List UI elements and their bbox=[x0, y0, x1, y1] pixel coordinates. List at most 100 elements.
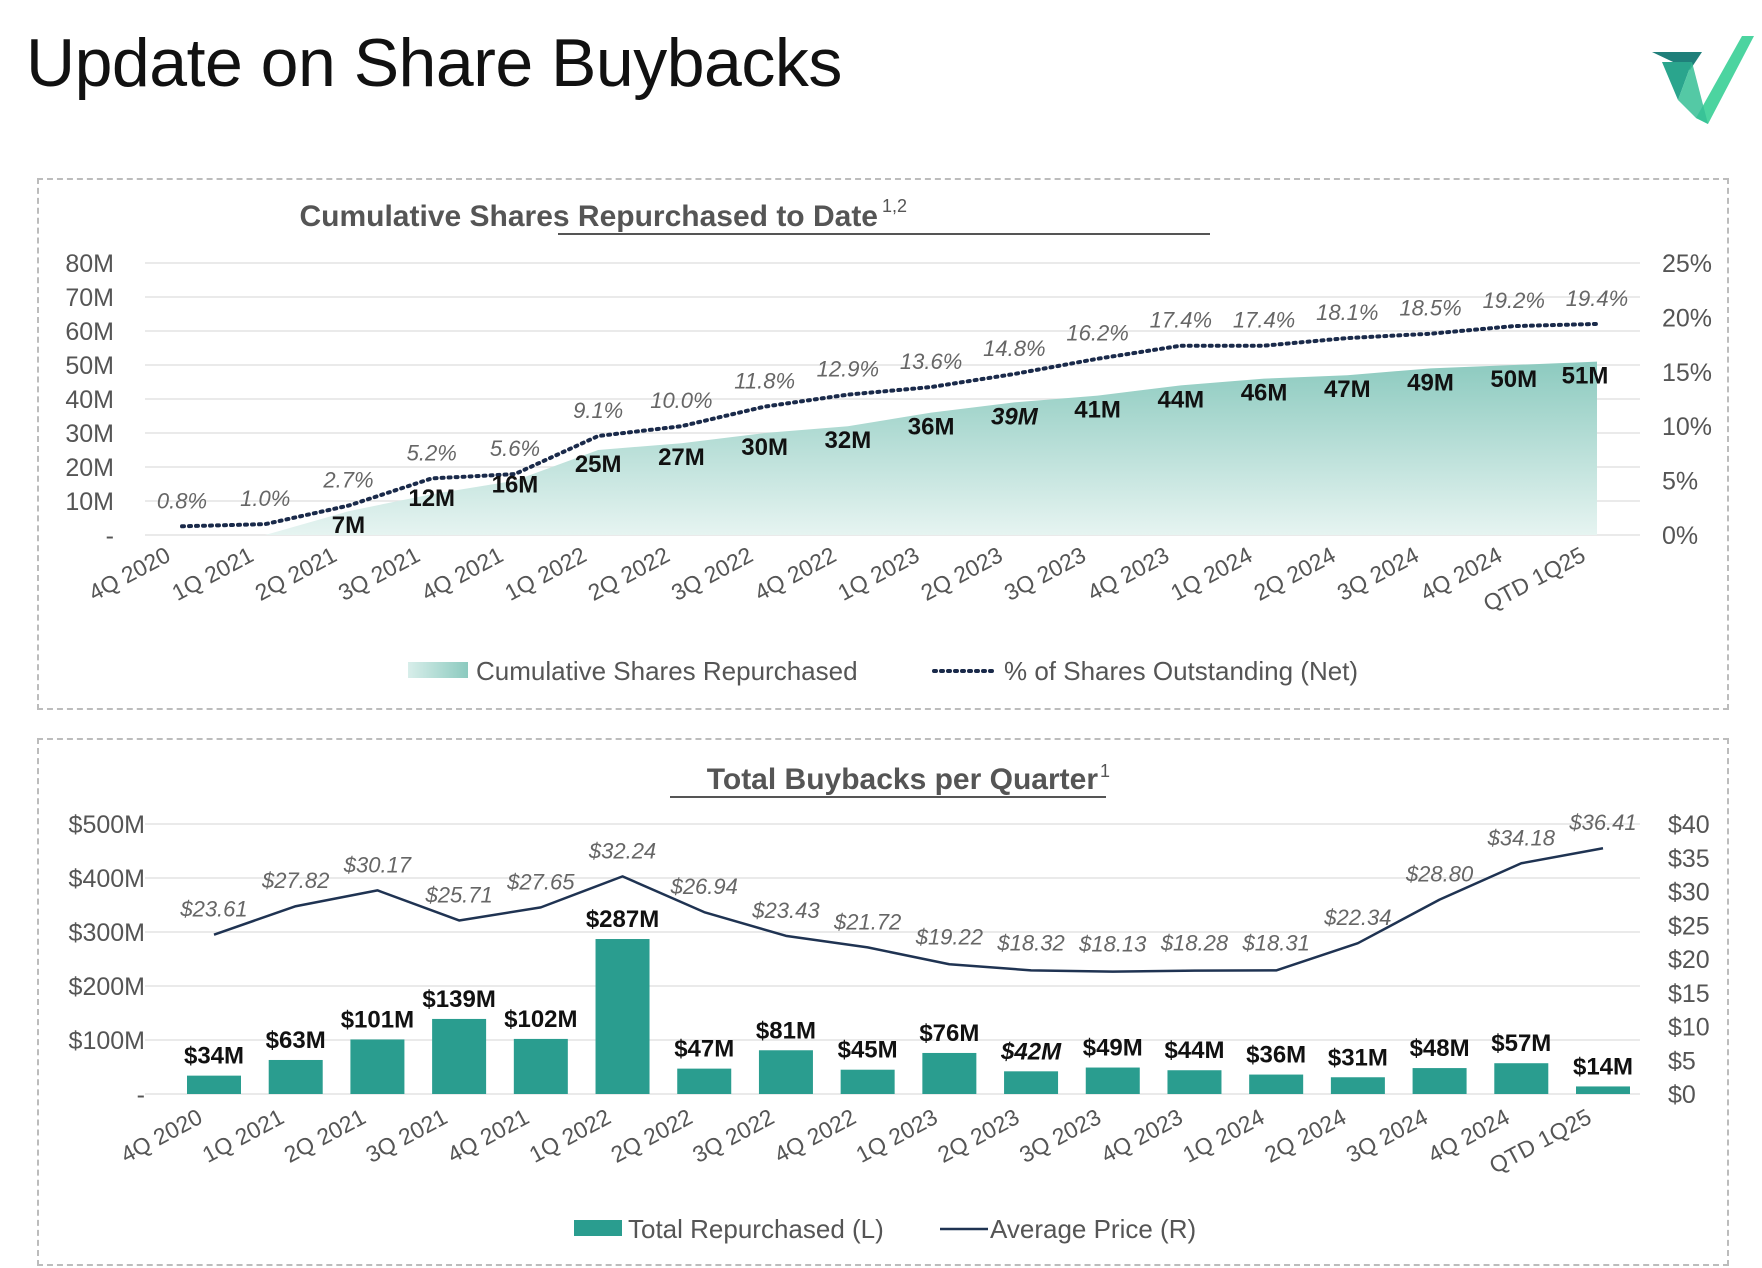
cumulative-shares-label: 27M bbox=[658, 444, 705, 471]
bottom-x-tick-4q-2021: 4Q 2021 bbox=[443, 1103, 533, 1167]
average-price-label: $21.72 bbox=[833, 909, 901, 934]
top-x-tick-3q-2021: 3Q 2021 bbox=[334, 541, 424, 605]
cumulative-shares-label: 12M bbox=[408, 485, 455, 512]
pct-shares-label: 9.1% bbox=[573, 398, 623, 423]
average-price-label: $26.94 bbox=[670, 874, 738, 899]
buyback-bar-3q-2021 bbox=[432, 1018, 487, 1094]
buyback-bar-3q-2022 bbox=[758, 1050, 813, 1094]
pct-shares-label: 0.8% bbox=[157, 488, 207, 513]
buyback-bar-label: $63M bbox=[266, 1027, 326, 1054]
buyback-bar-label: $36M bbox=[1246, 1042, 1306, 1069]
top-right-tick-label: 10% bbox=[1662, 413, 1712, 441]
pct-shares-label: 17.4% bbox=[1150, 308, 1212, 333]
pct-shares-outstanding-line bbox=[180, 321, 1599, 529]
top-x-tick-1q-2024: 1Q 2024 bbox=[1166, 541, 1256, 605]
pct-shares-label: 16.2% bbox=[1066, 321, 1128, 346]
bottom-left-tick-label: - bbox=[137, 1081, 145, 1109]
top-x-tick-4q-2023: 4Q 2023 bbox=[1083, 541, 1173, 605]
buyback-bar-1q-2023 bbox=[922, 1052, 977, 1094]
cumulative-shares-label: 44M bbox=[1157, 386, 1204, 413]
buyback-bar-label: $14M bbox=[1573, 1053, 1633, 1080]
buyback-bar-label: $34M bbox=[184, 1043, 244, 1070]
bottom-x-tick-3q-2021: 3Q 2021 bbox=[361, 1103, 451, 1167]
pct-shares-label: 5.6% bbox=[490, 436, 540, 461]
cumulative-shares-label: 50M bbox=[1490, 366, 1537, 393]
buyback-bar-2q-2023 bbox=[1004, 1071, 1059, 1094]
top-left-tick-label: - bbox=[106, 522, 114, 550]
cumulative-shares-area bbox=[182, 361, 1597, 535]
cumulative-shares-label: 47M bbox=[1324, 376, 1371, 403]
buyback-bar-qtd-1q25 bbox=[1576, 1086, 1630, 1094]
cumulative-shares-label: 36M bbox=[908, 414, 955, 441]
bottom-x-tick-2q-2021: 2Q 2021 bbox=[280, 1103, 370, 1167]
bottom-left-tick-label: $200M bbox=[69, 973, 145, 1001]
top-left-tick-label: 20M bbox=[65, 454, 114, 482]
top-x-tick-3q-2023: 3Q 2023 bbox=[1000, 541, 1090, 605]
bottom-left-tick-label: $300M bbox=[69, 919, 145, 947]
buyback-bar-4q-2020 bbox=[187, 1075, 241, 1094]
average-price-label: $32.24 bbox=[588, 838, 656, 863]
buyback-bar-1q-2024 bbox=[1249, 1074, 1304, 1094]
buyback-bar-2q-2022 bbox=[677, 1068, 732, 1094]
buyback-bar-2q-2021 bbox=[350, 1039, 405, 1094]
average-price-label: $18.32 bbox=[996, 930, 1064, 955]
top-left-tick-label: 40M bbox=[65, 386, 114, 414]
top-x-tick-1q-2021: 1Q 2021 bbox=[167, 541, 257, 605]
pct-shares-label: 5.2% bbox=[407, 440, 457, 465]
buyback-bar-label: $81M bbox=[756, 1017, 816, 1044]
cumulative-shares-label: 16M bbox=[492, 472, 539, 499]
top-x-tick-2q-2024: 2Q 2024 bbox=[1250, 541, 1340, 605]
average-price-label: $18.31 bbox=[1242, 930, 1310, 955]
cumulative-shares-label: 39M bbox=[991, 403, 1039, 430]
pct-shares-label: 17.4% bbox=[1233, 308, 1295, 333]
pct-shares-label: 12.9% bbox=[817, 357, 879, 382]
buyback-bar-label: $44M bbox=[1164, 1037, 1224, 1064]
average-price-line bbox=[213, 847, 1604, 973]
average-price-label: $22.34 bbox=[1323, 905, 1391, 930]
average-price-label: $19.22 bbox=[915, 924, 983, 949]
top-left-tick-label: 70M bbox=[65, 284, 114, 312]
pct-shares-label: 13.6% bbox=[900, 349, 962, 374]
average-price-label: $18.13 bbox=[1078, 932, 1147, 957]
bottom-left-tick-label: $500M bbox=[69, 811, 145, 839]
top-left-tick-label: 30M bbox=[65, 420, 114, 448]
average-price-label: $36.41 bbox=[1568, 810, 1636, 835]
cumulative-shares-label: 7M bbox=[332, 512, 365, 539]
bottom-right-tick-label: $5 bbox=[1668, 1047, 1696, 1075]
average-price-label: $28.80 bbox=[1405, 862, 1474, 887]
pct-shares-label: 2.7% bbox=[322, 468, 373, 493]
buyback-bar-4q-2024 bbox=[1494, 1063, 1549, 1094]
cumulative-shares-label: 51M bbox=[1562, 363, 1609, 390]
bottom-right-tick-label: $20 bbox=[1668, 946, 1710, 974]
page-title: Update on Share Buybacks bbox=[26, 25, 842, 101]
bottom-x-tick-2q-2023: 2Q 2023 bbox=[933, 1103, 1023, 1167]
cumulative-shares-panel bbox=[37, 178, 1729, 710]
bottom-right-tick-label: $15 bbox=[1668, 980, 1710, 1008]
top-x-tick-3q-2024: 3Q 2024 bbox=[1333, 541, 1423, 605]
buyback-bar-label: $287M bbox=[586, 906, 659, 933]
top-left-tick-label: 10M bbox=[65, 488, 114, 516]
bottom-right-tick-label: $40 bbox=[1668, 811, 1710, 839]
top-x-tick-2q-2023: 2Q 2023 bbox=[917, 541, 1007, 605]
cumulative-shares-label: 25M bbox=[575, 451, 622, 478]
bottom-x-tick-1q-2022: 1Q 2022 bbox=[525, 1103, 615, 1167]
buyback-bar-label: $42M bbox=[1000, 1038, 1062, 1065]
legend-swatch-total-repurchased bbox=[574, 1220, 622, 1236]
company-logo-icon bbox=[1652, 36, 1754, 124]
buyback-bar-label: $49M bbox=[1083, 1035, 1143, 1062]
top-left-tick-label: 50M bbox=[65, 352, 114, 380]
bottom-chart-title: Total Buybacks per Quarter bbox=[707, 763, 1099, 796]
top-x-tick-4q-2021: 4Q 2021 bbox=[417, 541, 507, 605]
average-price-label: $27.65 bbox=[506, 869, 575, 894]
buyback-bar-label: $139M bbox=[422, 986, 495, 1013]
cumulative-shares-label: 49M bbox=[1407, 369, 1454, 396]
legend-label-total-repurchased: Total Repurchased (L) bbox=[628, 1214, 884, 1244]
bottom-x-tick-1q-2023: 1Q 2023 bbox=[852, 1103, 942, 1167]
legend-swatch-cumulative-shares bbox=[408, 662, 468, 678]
buyback-bar-3q-2023 bbox=[1085, 1067, 1140, 1094]
top-left-tick-label: 60M bbox=[65, 318, 114, 346]
average-price-label: $30.17 bbox=[343, 852, 412, 877]
buyback-bar-label: $47M bbox=[674, 1036, 734, 1063]
bottom-chart-title-superscript: 1 bbox=[1100, 761, 1110, 781]
